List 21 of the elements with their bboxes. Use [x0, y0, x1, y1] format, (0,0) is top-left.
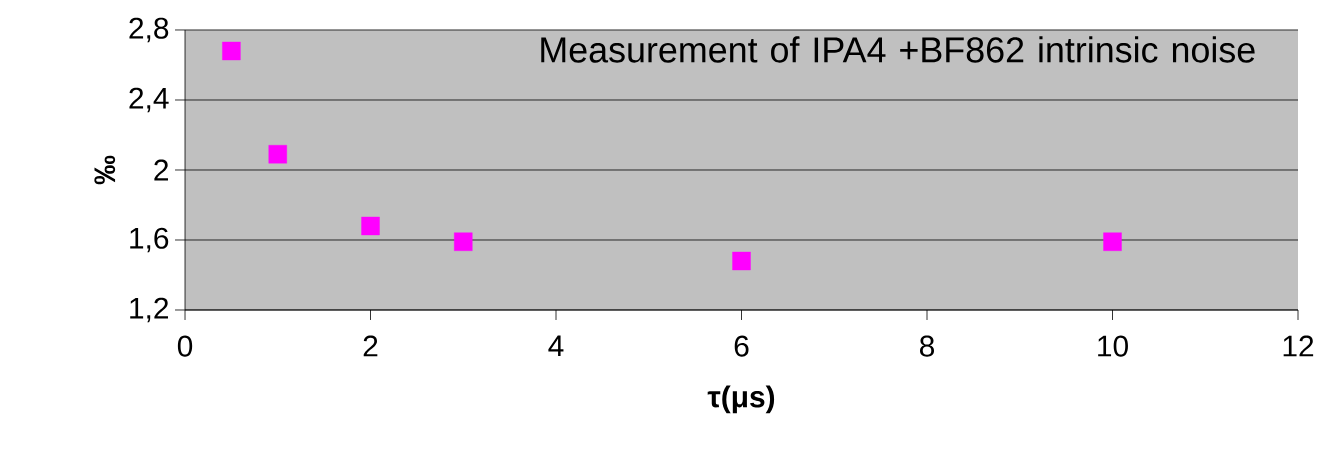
point	[222, 41, 241, 61]
x-tick-label: 4	[548, 335, 564, 357]
chart-title: Measurement of IPA4 +BF862 intrinsic noise	[541, 36, 1255, 63]
y-tick-label: 2,8	[129, 17, 169, 43]
point	[732, 251, 751, 271]
x-axis-title: τ(μs)	[707, 385, 775, 414]
x-tick-label: 8	[920, 335, 935, 357]
y-tick-label: 2	[154, 159, 168, 181]
y-axis-title: ‰	[94, 155, 116, 185]
y-tick-label: 2,4	[129, 87, 169, 113]
point	[1103, 232, 1122, 251]
y-tick-label: 1,2	[130, 297, 168, 323]
y-tick-label: 1,6	[130, 227, 169, 253]
point	[268, 145, 287, 164]
point	[454, 232, 473, 251]
x-tick-label: 0	[177, 335, 193, 357]
x-tick-label: 2	[363, 335, 378, 357]
x-tick-label: 10	[1098, 335, 1128, 357]
point	[361, 216, 380, 236]
x-tick-label: 12	[1283, 335, 1314, 357]
x-tick-label: 6	[734, 335, 749, 357]
